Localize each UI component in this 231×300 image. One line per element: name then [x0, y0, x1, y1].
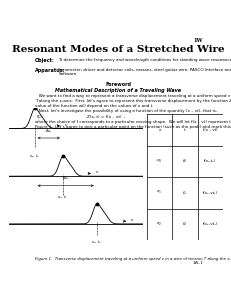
Text: f(x₀,t₀): f(x₀,t₀)	[204, 159, 216, 163]
Text: $x_1,\, t_1$: $x_1,\, t_1$	[58, 193, 68, 201]
Text: where the choice of f corresponds to a particular moving shape.  We will let f(x: where the choice of f corresponds to a p…	[35, 120, 231, 129]
Text: Mathematical Description of a Traveling Wave: Mathematical Description of a Traveling …	[55, 88, 181, 93]
Text: $x_0$: $x_0$	[156, 158, 162, 165]
Text: $x_2,\, t_2$: $x_2,\, t_2$	[91, 238, 102, 246]
Text: f(x₂–vt₂): f(x₂–vt₂)	[203, 222, 218, 226]
Text: Sonometer, driver and detector coils, masses, steel guitar wire, PASCO Interface: Sonometer, driver and detector coils, ma…	[58, 68, 231, 76]
Text: v: v	[64, 123, 67, 127]
Text: Object:: Object:	[35, 58, 55, 63]
Text: Figure 1.  Transverse displacement traveling at a uniform speed v in a wire of t: Figure 1. Transverse displacement travel…	[35, 256, 231, 261]
Text: $x_0,\, t_0$: $x_0,\, t_0$	[29, 152, 40, 160]
Text: $t_1$: $t_1$	[182, 189, 187, 196]
Text: We want to find a way to represent a transverse displacement traveling at a unif: We want to find a way to represent a tra…	[35, 94, 231, 108]
Text: $x_1$: $x_1$	[156, 189, 162, 196]
Text: Foreword: Foreword	[105, 82, 131, 87]
Text: To determine the frequency and wavelength conditions for standing wave resonance: To determine the frequency and wavelengt…	[58, 58, 231, 62]
Text: Next, let’s investigate the possibility of using a function of the quantity (x –: Next, let’s investigate the possibility …	[35, 109, 217, 113]
Text: (1): (1)	[37, 115, 42, 119]
Text: $t_0$: $t_0$	[182, 158, 187, 165]
Text: x: x	[158, 128, 161, 132]
Text: $\Delta x_1$: $\Delta x_1$	[45, 127, 53, 135]
Text: Apparatus:: Apparatus:	[35, 68, 66, 73]
Text: f(x₁–vt₁): f(x₁–vt₁)	[203, 191, 218, 195]
Text: v: v	[95, 170, 98, 175]
Text: f(x – vt): f(x – vt)	[203, 128, 217, 132]
Text: $t_2$: $t_2$	[182, 220, 187, 228]
Text: Z(x, t) = f(x – vt)  ,: Z(x, t) = f(x – vt) ,	[87, 115, 126, 119]
Text: $\Delta x_2$: $\Delta x_2$	[62, 175, 70, 182]
Text: 1W–1: 1W–1	[192, 262, 203, 266]
Text: $x_2$: $x_2$	[156, 220, 162, 228]
Text: Resonant Modes of a Stretched Wire: Resonant Modes of a Stretched Wire	[12, 45, 225, 54]
Text: 1W: 1W	[194, 38, 203, 43]
Text: t: t	[184, 128, 186, 132]
Text: v: v	[131, 218, 133, 222]
